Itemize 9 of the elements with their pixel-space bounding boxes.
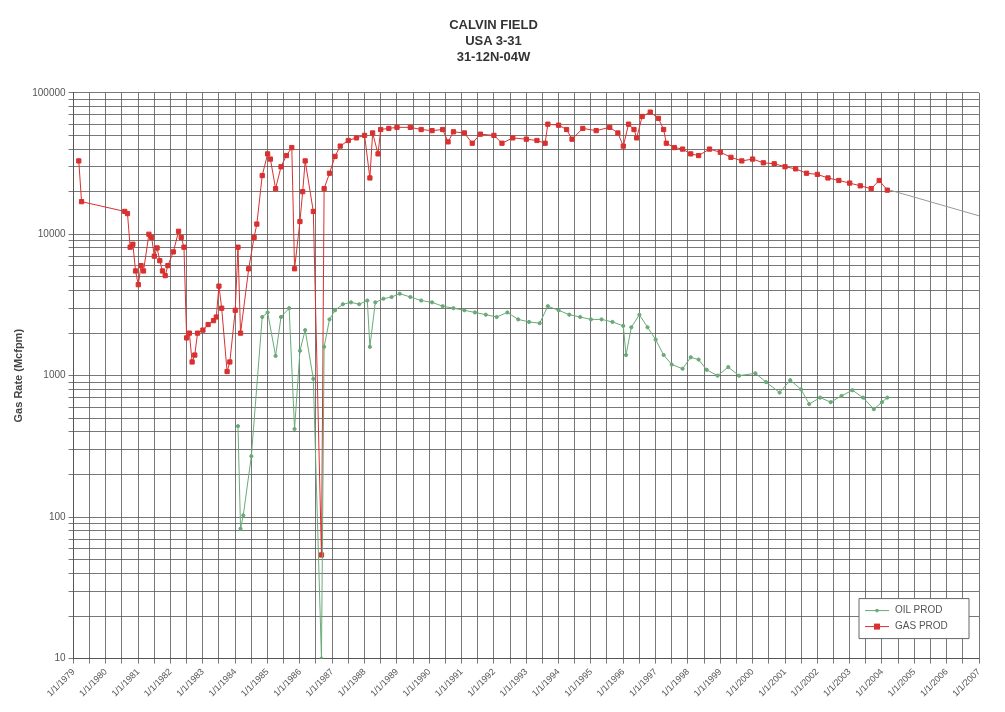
y-tick-label: 10	[54, 652, 67, 664]
y-tick-label: 100000	[32, 86, 66, 98]
y-tick-label: 10000	[37, 228, 66, 239]
legend-label: GAS PROD	[895, 620, 948, 632]
y-tick-label: 100	[48, 510, 66, 522]
legend-label: OIL PROD	[895, 604, 943, 616]
y-axis-title: Gas Rate (Mcfpm)	[11, 328, 24, 423]
y-tick-label: 1000	[43, 369, 66, 381]
chart-title: CALVIN FIELD USA 3-31 31-12N-04W	[449, 17, 538, 64]
